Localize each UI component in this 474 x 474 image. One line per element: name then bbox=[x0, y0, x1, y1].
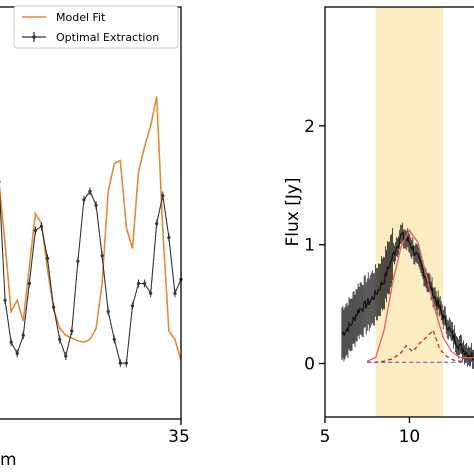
optimal-extraction-point bbox=[118, 361, 122, 365]
optimal-extraction-point bbox=[130, 304, 135, 308]
flux-spectrum-line bbox=[341, 230, 474, 362]
optimal-extraction-point bbox=[0, 180, 1, 183]
optimal-extraction-point bbox=[15, 351, 19, 355]
left-axes-frame bbox=[0, 6, 182, 420]
optimal-extraction-point bbox=[82, 198, 86, 202]
model-fit-line bbox=[0, 96, 182, 361]
optimal-extraction-point bbox=[167, 235, 171, 240]
highlight-band bbox=[375, 7, 444, 417]
optimal-extraction-point bbox=[9, 340, 13, 344]
right-x-tick-label: 5 bbox=[320, 427, 331, 447]
right-y-axis-label: Flux [Jy] bbox=[283, 177, 303, 246]
right-axes-frame bbox=[324, 6, 474, 418]
optimal-extraction-point bbox=[27, 281, 31, 286]
optimal-extraction-point bbox=[100, 253, 104, 258]
left-x-tick-label: 35 bbox=[168, 427, 190, 447]
optimal-extraction-point bbox=[155, 221, 159, 226]
left-x-axis-label: m bbox=[0, 450, 17, 470]
optimal-extraction-point bbox=[106, 309, 110, 314]
optimal-extraction-point bbox=[70, 329, 74, 333]
total-model-line bbox=[366, 229, 474, 362]
legend-model-label: Model Fit bbox=[56, 11, 106, 24]
optimal-extraction-point bbox=[173, 291, 177, 295]
optimal-extraction-point bbox=[149, 291, 153, 295]
optimal-extraction-point bbox=[88, 189, 92, 193]
optimal-extraction-point bbox=[112, 337, 116, 341]
optimal-extraction-point bbox=[64, 354, 68, 358]
optimal-extraction-point bbox=[58, 337, 62, 341]
optimal-extraction-point bbox=[161, 193, 165, 198]
optimal-extraction-point bbox=[76, 259, 80, 263]
optimal-extraction-point bbox=[124, 361, 128, 365]
left-series-layer bbox=[0, 96, 183, 368]
legend-data-marker bbox=[32, 35, 36, 39]
right-tick-layer: 5 10 0 1 2 bbox=[304, 117, 420, 447]
optimal-extraction-point bbox=[94, 203, 98, 207]
left-tick-layer: 35 bbox=[168, 419, 190, 447]
right-panel: 5 10 0 1 2 Flux [Jy] bbox=[283, 6, 474, 447]
optimal-extraction-point bbox=[143, 281, 147, 286]
left-panel: 35 m Model Fit Optimal Extraction bbox=[0, 5, 190, 470]
optimal-extraction-point bbox=[21, 333, 25, 337]
right-y-tick-label: 2 bbox=[304, 117, 315, 137]
optimal-extraction-point bbox=[52, 305, 56, 309]
right-x-tick-label: 10 bbox=[399, 427, 421, 447]
optimal-extraction-point bbox=[136, 281, 141, 286]
legend-frame bbox=[13, 5, 179, 49]
optimal-extraction-point bbox=[3, 298, 7, 302]
legend-data-label: Optimal Extraction bbox=[56, 31, 159, 44]
legend: Model Fit Optimal Extraction bbox=[13, 5, 179, 49]
right-series-layer bbox=[341, 222, 474, 369]
optimal-extraction-point bbox=[45, 256, 50, 260]
right-y-tick-label: 0 bbox=[304, 355, 315, 375]
optimal-extraction-point bbox=[39, 224, 44, 228]
optimal-extraction-line bbox=[0, 190, 182, 364]
component-model-line bbox=[367, 328, 474, 363]
right-y-tick-label: 1 bbox=[304, 236, 315, 256]
optimal-extraction-point bbox=[33, 228, 38, 233]
